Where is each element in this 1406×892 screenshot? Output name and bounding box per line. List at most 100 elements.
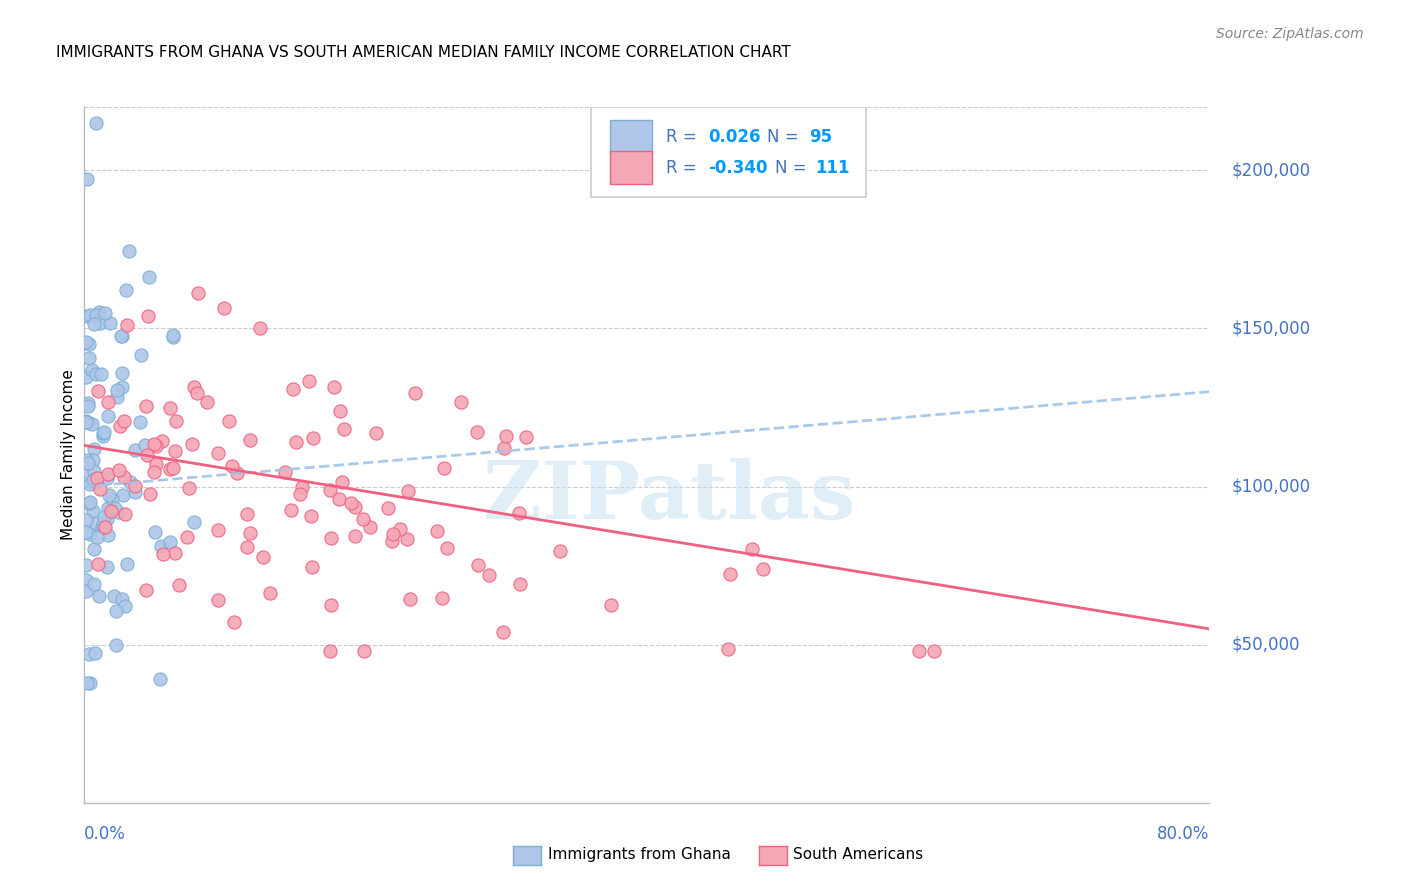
Point bbox=[114, 599, 136, 613]
Point bbox=[548, 544, 571, 558]
Point bbox=[110, 419, 132, 434]
Point bbox=[162, 461, 184, 475]
Point bbox=[83, 542, 105, 557]
Point bbox=[86, 531, 108, 545]
Point bbox=[465, 425, 488, 439]
Point bbox=[104, 604, 127, 618]
Point bbox=[492, 624, 515, 639]
Text: IMMIGRANTS FROM GHANA VS SOUTH AMERICAN MEDIAN FAMILY INCOME CORRELATION CHART: IMMIGRANTS FROM GHANA VS SOUTH AMERICAN … bbox=[56, 45, 792, 60]
Point bbox=[83, 442, 105, 457]
Point bbox=[86, 557, 108, 571]
Point bbox=[145, 439, 167, 453]
Point bbox=[752, 562, 775, 576]
Point bbox=[321, 599, 343, 613]
Point bbox=[83, 317, 105, 331]
Point bbox=[75, 335, 97, 350]
Point bbox=[207, 523, 229, 537]
Text: Source: ZipAtlas.com: Source: ZipAtlas.com bbox=[1216, 27, 1364, 41]
Point bbox=[236, 540, 259, 554]
FancyBboxPatch shape bbox=[610, 120, 652, 153]
Point bbox=[343, 529, 366, 543]
Point bbox=[82, 363, 104, 377]
Point bbox=[77, 396, 100, 410]
Point bbox=[181, 437, 204, 451]
Point bbox=[77, 351, 100, 366]
Point bbox=[114, 508, 136, 522]
Point bbox=[359, 519, 381, 533]
Point bbox=[509, 577, 531, 591]
Point bbox=[183, 516, 205, 530]
Point bbox=[104, 638, 127, 652]
Point bbox=[93, 510, 115, 524]
Point bbox=[142, 465, 165, 479]
Point bbox=[118, 475, 141, 489]
Point bbox=[93, 425, 115, 440]
Text: R =: R = bbox=[666, 159, 702, 177]
Point bbox=[103, 589, 125, 603]
Point bbox=[366, 426, 388, 441]
Point bbox=[75, 414, 97, 428]
Point bbox=[115, 283, 138, 297]
Point bbox=[86, 384, 108, 398]
Point bbox=[478, 567, 501, 582]
Point bbox=[145, 457, 167, 471]
Text: 95: 95 bbox=[808, 128, 832, 146]
Point bbox=[450, 394, 472, 409]
Point bbox=[222, 615, 245, 629]
Point bbox=[165, 443, 187, 458]
Point bbox=[352, 511, 374, 525]
Point bbox=[107, 505, 129, 519]
Point bbox=[77, 399, 100, 413]
Point bbox=[398, 591, 420, 606]
Point bbox=[404, 386, 426, 401]
Point bbox=[89, 482, 111, 496]
Point bbox=[152, 547, 174, 561]
Point bbox=[252, 549, 274, 564]
Point bbox=[340, 496, 363, 510]
Point bbox=[143, 524, 166, 539]
Point bbox=[333, 422, 356, 436]
Point bbox=[112, 414, 135, 428]
Point bbox=[319, 644, 342, 658]
Point bbox=[89, 316, 111, 330]
Point bbox=[83, 464, 105, 478]
Text: N =: N = bbox=[775, 159, 811, 177]
Point bbox=[112, 470, 135, 484]
Point bbox=[495, 429, 517, 443]
Point bbox=[218, 415, 240, 429]
Point bbox=[139, 487, 162, 501]
Point bbox=[142, 437, 165, 451]
Point bbox=[329, 404, 352, 418]
Point bbox=[98, 487, 121, 501]
Point bbox=[239, 433, 262, 447]
Point bbox=[381, 533, 404, 548]
Text: 111: 111 bbox=[815, 159, 851, 177]
Point bbox=[907, 644, 929, 658]
Point bbox=[82, 452, 104, 467]
Point bbox=[107, 391, 129, 405]
Point bbox=[207, 445, 229, 459]
Point bbox=[179, 481, 201, 495]
Point bbox=[430, 591, 453, 606]
Point bbox=[101, 492, 124, 507]
Point bbox=[436, 541, 458, 556]
Point bbox=[104, 501, 127, 516]
Point bbox=[187, 285, 209, 300]
Text: $50,000: $50,000 bbox=[1232, 636, 1301, 654]
Point bbox=[110, 329, 132, 343]
Point bbox=[302, 431, 325, 445]
Point bbox=[138, 269, 160, 284]
Point bbox=[94, 520, 117, 534]
Point bbox=[186, 386, 208, 401]
Point bbox=[259, 586, 281, 600]
Point bbox=[82, 473, 104, 487]
Point bbox=[924, 644, 946, 658]
Point bbox=[108, 462, 131, 476]
Point bbox=[100, 504, 122, 518]
Point bbox=[111, 366, 134, 380]
Point bbox=[75, 452, 97, 467]
Point bbox=[82, 504, 104, 518]
Point bbox=[328, 492, 350, 507]
Point bbox=[76, 675, 98, 690]
Point bbox=[83, 475, 105, 490]
